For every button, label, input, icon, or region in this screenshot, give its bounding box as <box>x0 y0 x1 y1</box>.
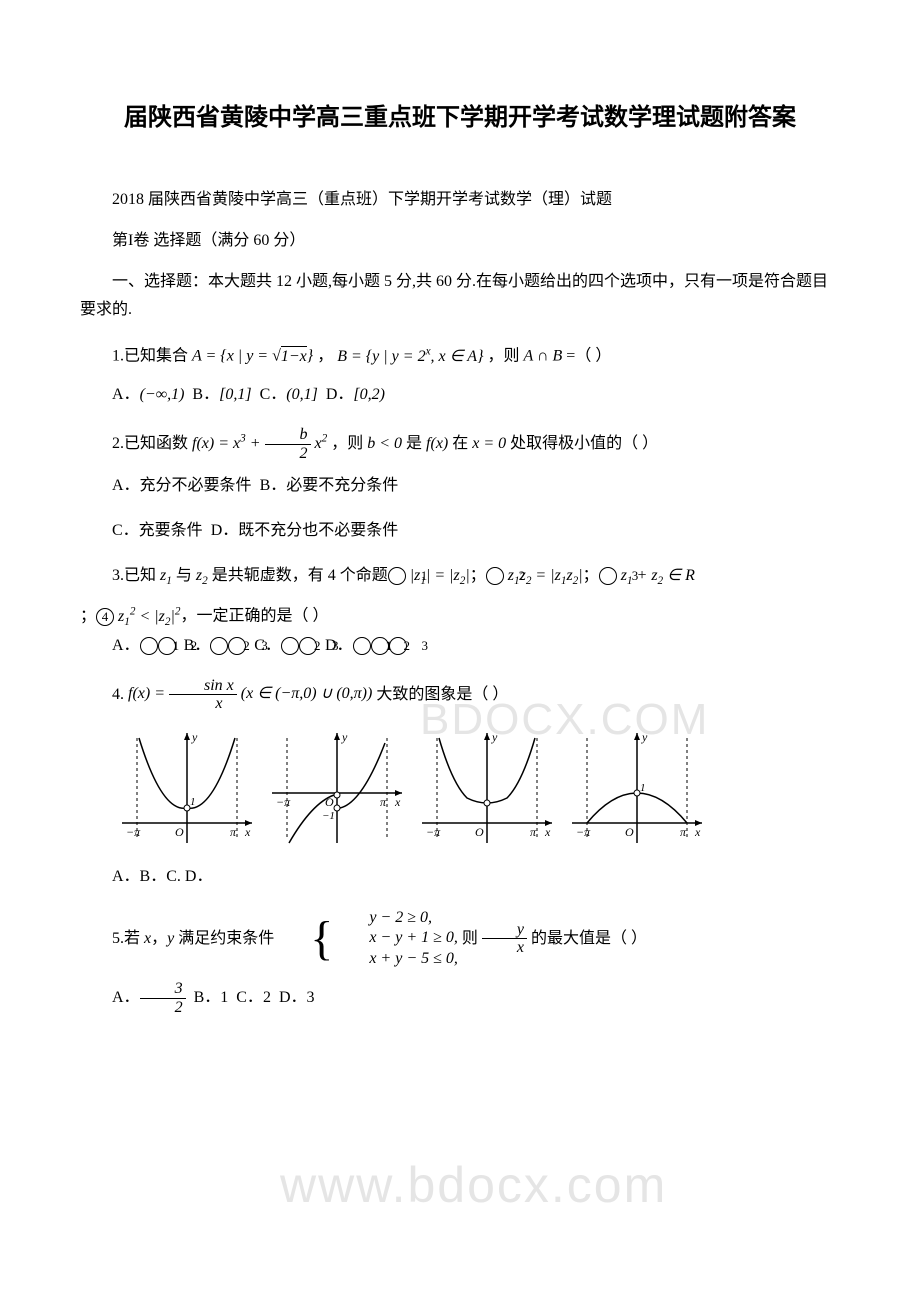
q5-system: y − 2 ≥ 0, x − y + 1 ≥ 0, x + y − 5 ≤ 0, <box>337 908 458 970</box>
q1-opt-c: C．(0,1] <box>260 386 318 403</box>
question-2: 2.已知函数 f(x) = x3 + b2 x2 ，则 b < 0 是 f(x)… <box>80 426 840 462</box>
q5-options: A．32 B．1 C．2 D．3 <box>80 980 840 1016</box>
svg-text:−1: −1 <box>322 810 335 822</box>
q2-opt-c: C．充要条件 <box>112 522 203 539</box>
q1-opt-b: B．[0,1] <box>192 386 251 403</box>
q2-opt-a: A．充分不必要条件 <box>112 477 252 494</box>
svg-text:−π: −π <box>426 825 441 839</box>
q5-stem-post: 则 yx 的最大值是（ ） <box>462 930 647 947</box>
q5-c2: x − y + 1 ≥ 0, <box>337 928 458 949</box>
q3-stem: 3.已知 z1 与 z2 是共轭虚数，有 4 个命题1 |z1| = |z2|；… <box>112 567 695 584</box>
q4-stem-post: 大致的图象是（ ） <box>376 685 508 702</box>
q2-func: f(x) = x3 + b2 x2 <box>192 435 327 452</box>
question-1: 1.已知集合 A = {x | y = √1−x} ， B = {y | y =… <box>80 341 840 371</box>
q5-opt-a: A．32 <box>112 989 186 1006</box>
svg-text:π: π <box>380 795 387 809</box>
q1-options: A．(−∞,1) B．[0,1] C．(0,1] D．[0,2) <box>80 381 840 410</box>
q3-opt-b: B．23 <box>184 637 247 654</box>
q4-graph-c: −π O π x y <box>412 723 562 853</box>
svg-text:x: x <box>694 825 701 839</box>
q1-comma-1: ， <box>317 348 333 365</box>
q4-graph-a: 1 −π O π x y <box>112 723 262 853</box>
svg-text:x: x <box>544 825 551 839</box>
svg-text:−π: −π <box>576 825 591 839</box>
q4-graph-d: 1 −π O π x y <box>562 723 712 853</box>
page-title: 届陕西省黄陵中学高三重点班下学期开学考试数学理试题附答案 <box>80 100 840 136</box>
svg-text:O: O <box>325 795 334 809</box>
svg-text:−π: −π <box>276 795 291 809</box>
q2-options-2: C．充要条件 D．既不充分也不必要条件 <box>80 517 840 546</box>
svg-text:y: y <box>491 730 498 744</box>
svg-text:π: π <box>680 825 687 839</box>
q1-stem-post: ，则 A ∩ B =（ ） <box>487 348 611 365</box>
q5-c3: x + y − 5 ≤ 0, <box>337 949 458 970</box>
svg-text:1: 1 <box>190 796 196 808</box>
q5-c1: y − 2 ≥ 0, <box>337 908 458 929</box>
q3-continued: ；4 z12 < |z2|2，一定正确的是（ ） <box>80 601 840 632</box>
question-3: 3.已知 z1 与 z2 是共轭虚数，有 4 个命题1 |z1| = |z2|；… <box>80 562 840 591</box>
q5-opt-c: C．2 <box>236 989 271 1006</box>
q1-set-b: B = {y | y = 2x, x ∈ A} <box>337 348 483 365</box>
svg-text:O: O <box>475 825 484 839</box>
q5-stem-pre: 5.若 x，y 满足约束条件 <box>112 930 278 947</box>
q3-opt-c: C．23 <box>254 637 317 654</box>
question-4: 4. f(x) = sin xx (x ∈ (−π,0) ∪ (0,π)) 大致… <box>80 677 840 713</box>
q3-opt-a: A．12 <box>112 637 176 654</box>
svg-text:x: x <box>394 795 401 809</box>
q4-stem-pre: 4. <box>112 685 128 702</box>
q3-opt-d: D．123 <box>325 637 407 654</box>
watermark-2: www.bdocx.com <box>280 1140 667 1230</box>
q2-opt-d: D．既不充分也不必要条件 <box>211 522 399 539</box>
question-5: 5.若 x，y 满足约束条件 { y − 2 ≥ 0, x − y + 1 ≥ … <box>80 908 840 970</box>
section-label: 第I卷 选择题（满分 60 分） <box>80 227 840 256</box>
q5-opt-b: B．1 <box>194 989 229 1006</box>
svg-text:O: O <box>175 825 184 839</box>
svg-text:π: π <box>530 825 537 839</box>
svg-text:−π: −π <box>126 825 141 839</box>
q4-option-labels: A．B．C. D． <box>80 863 840 892</box>
q1-set-a: A = {x | y = √1−x} <box>192 346 313 365</box>
q1-opt-a: A．(−∞,1) <box>112 386 184 403</box>
q2-stem-mid: ，则 b < 0 是 f(x) 在 x = 0 处取得极小值的（ ） <box>331 435 658 452</box>
q1-opt-d: D．[0,2) <box>326 386 385 403</box>
q2-opt-b: B．必要不充分条件 <box>260 477 399 494</box>
q4-func: f(x) = sin xx (x ∈ (−π,0) ∪ (0,π)) <box>128 685 372 702</box>
q3-options: A．12 B．23 C．23 D．123 <box>80 632 840 661</box>
q5-brace: { <box>278 929 333 948</box>
q2-options-1: A．充分不必要条件 B．必要不充分条件 <box>80 472 840 501</box>
q1-stem-pre: 1.已知集合 <box>112 348 192 365</box>
svg-text:y: y <box>191 730 198 744</box>
q4-graph-b: −1 −π O π x y <box>262 723 412 853</box>
svg-text:π: π <box>230 825 237 839</box>
subtitle: 2018 届陕西省黄陵中学高三（重点班）下学期开学考试数学（理）试题 <box>80 186 840 215</box>
svg-text:x: x <box>244 825 251 839</box>
q2-stem-pre: 2.已知函数 <box>112 435 192 452</box>
q4-graphs: 1 −π O π x y −1 −π O π x y <box>112 723 840 853</box>
svg-text:y: y <box>341 730 348 744</box>
instruction: 一、选择题：本大题共 12 小题,每小题 5 分,共 60 分.在每小题给出的四… <box>80 268 840 326</box>
svg-text:O: O <box>625 825 634 839</box>
q5-opt-d: D．3 <box>279 989 315 1006</box>
svg-text:1: 1 <box>640 782 646 794</box>
svg-text:y: y <box>641 730 648 744</box>
